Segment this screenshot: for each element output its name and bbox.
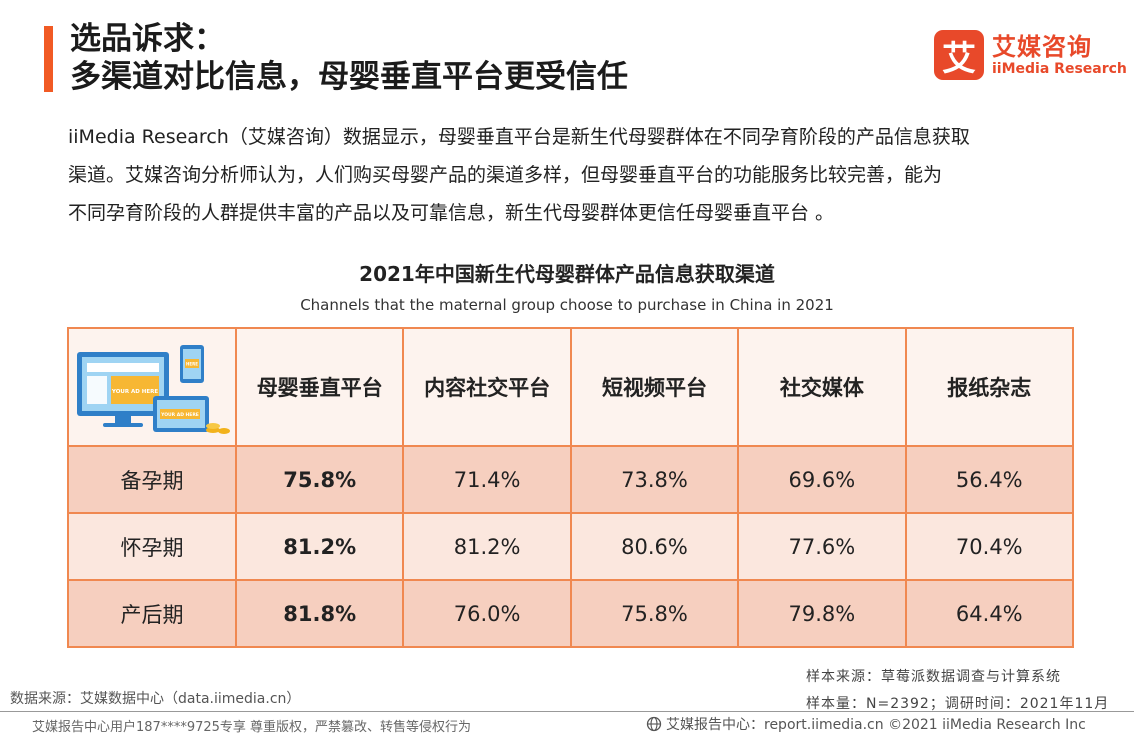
table-cell: 77.6% <box>737 512 907 581</box>
table-cell: 79.8% <box>737 579 907 648</box>
column-header: 短视频平台 <box>569 327 740 447</box>
data-source: 数据来源：艾媒数据中心（data.iimedia.cn） <box>10 691 301 707</box>
copyright-notice: 艾媒报告中心用户187****9725专享 尊重版权，严禁篡改、转售等侵权行为 <box>32 720 472 735</box>
report-center-text[interactable]: 艾媒报告中心：report.iimedia.cn ©2021 iiMedia R… <box>666 717 1086 733</box>
chart-title: 2021年中国新生代母婴群体产品信息获取渠道 <box>359 262 775 286</box>
table-row: 产后期 81.8% 76.0% 75.8% 79.8% 64.4% <box>67 579 1075 648</box>
logo-name-cn: 艾媒咨询 <box>992 33 1092 61</box>
column-header: 报纸杂志 <box>904 327 1075 447</box>
title-accent-bar <box>44 26 53 92</box>
devices-icon: YOUR AD HERE HERE YOUR AD HERE <box>77 345 230 434</box>
paragraph-line-1: iiMedia Research（艾媒咨询）数据显示，母婴垂直平台是新生代母婴群… <box>68 126 970 148</box>
device-illustration: YOUR AD HERE HERE YOUR AD HERE <box>69 330 235 444</box>
title-line-1: 选品诉求： <box>70 21 225 57</box>
table-cell: 81.2% <box>402 512 572 581</box>
chart-subtitle: Channels that the maternal group choose … <box>300 296 834 314</box>
column-header: 社交媒体 <box>737 327 907 447</box>
paragraph-line-3: 不同孕育阶段的人群提供丰富的产品以及可靠信息，新生代母婴群体更信任母婴垂直平台 … <box>68 202 835 224</box>
ad-label-phone: HERE <box>186 362 198 367</box>
column-header: 内容社交平台 <box>402 327 572 447</box>
table-cell: 64.4% <box>904 579 1075 648</box>
table-row: 备孕期 75.8% 71.4% 73.8% 69.6% 56.4% <box>67 445 1075 514</box>
table-row: 怀孕期 81.2% 81.2% 80.6% 77.6% 70.4% <box>67 512 1075 581</box>
table-cell: 71.4% <box>402 445 572 514</box>
table-cell: 70.4% <box>904 512 1075 581</box>
report-center: 艾媒报告中心：report.iimedia.cn ©2021 iiMedia R… <box>646 714 1086 734</box>
table-cell: 81.2% <box>234 512 405 581</box>
logo-name-en: iiMedia Research <box>992 61 1127 77</box>
footer-divider <box>0 711 1134 712</box>
table-cell: 56.4% <box>904 445 1075 514</box>
ad-label-large: YOUR AD HERE <box>111 389 158 395</box>
row-label: 怀孕期 <box>67 512 237 581</box>
table-cell: 76.0% <box>402 579 572 648</box>
row-label: 产后期 <box>67 579 237 648</box>
row-label: 备孕期 <box>67 445 237 514</box>
iimedia-logo: 艾 艾媒咨询 iiMedia Research <box>934 30 1127 80</box>
table-cell: 69.6% <box>737 445 907 514</box>
channel-table: YOUR AD HERE HERE YOUR AD HERE <box>67 327 1075 648</box>
table-cell: 73.8% <box>569 445 740 514</box>
title-line-2: 多渠道对比信息，母婴垂直平台更受信任 <box>70 59 628 95</box>
table-cell: 80.6% <box>569 512 740 581</box>
paragraph-line-2: 渠道。艾媒咨询分析师认为，人们购买母婴产品的渠道多样，但母婴垂直平台的功能服务比… <box>68 164 943 186</box>
column-header: 母婴垂直平台 <box>234 327 405 447</box>
header-illustration-cell: YOUR AD HERE HERE YOUR AD HERE <box>67 327 237 447</box>
table-cell: 81.8% <box>234 579 405 648</box>
page-title: 选品诉求： 多渠道对比信息，母婴垂直平台更受信任 <box>70 20 628 96</box>
intro-paragraph: iiMedia Research（艾媒咨询）数据显示，母婴垂直平台是新生代母婴群… <box>68 118 1078 232</box>
globe-icon <box>646 716 662 732</box>
table-cell: 75.8% <box>234 445 405 514</box>
sample-size: 样本量：N=2392；调研时间：2021年11月 <box>806 696 1110 712</box>
ad-label-small: YOUR AD HERE <box>160 412 199 418</box>
table-cell: 75.8% <box>569 579 740 648</box>
table-header-row: YOUR AD HERE HERE YOUR AD HERE <box>67 327 1075 447</box>
sample-source: 样本来源：草莓派数据调查与计算系统 <box>806 669 1061 685</box>
logo-mark: 艾 <box>934 30 984 80</box>
